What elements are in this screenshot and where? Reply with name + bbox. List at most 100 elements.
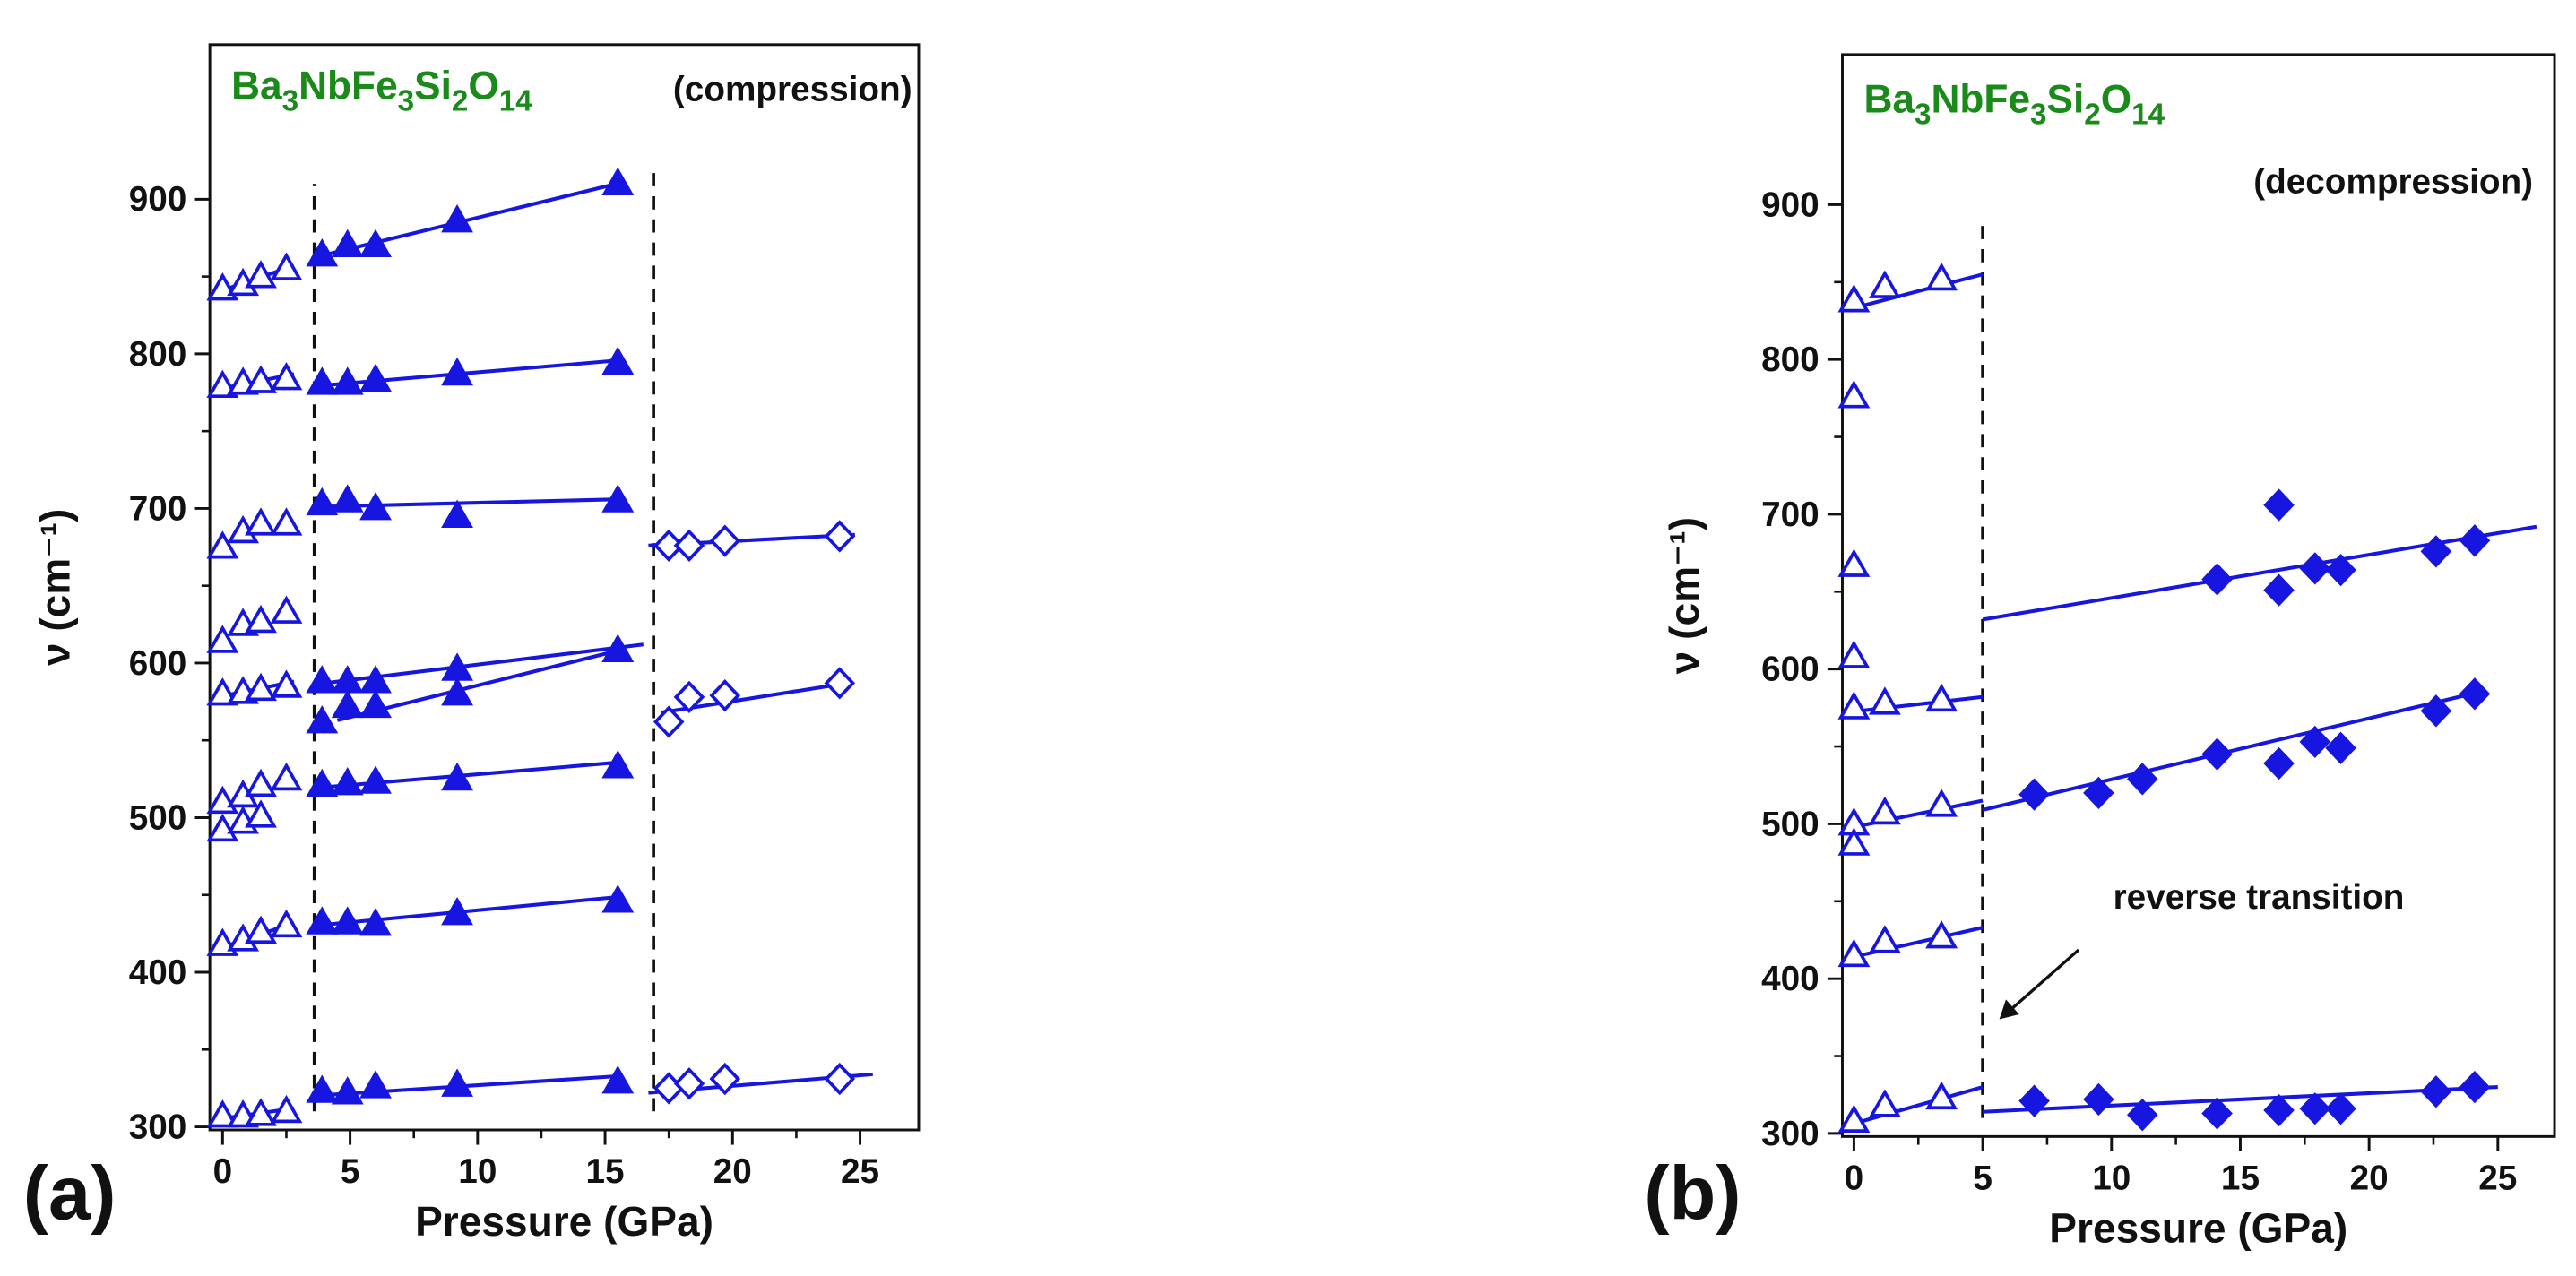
panel: 0 5 10 15 20 25 300 400 500 600 700 800 900 Ba3NbFe3S… (23, 43, 921, 1245)
fit-line (1846, 798, 1984, 831)
y-tick-label: 700 (1761, 496, 1820, 534)
fit-line (311, 894, 624, 928)
triangle-marker (441, 204, 473, 233)
diamond-marker (2263, 573, 2295, 607)
triangle-marker (359, 228, 392, 258)
diamond-marker (653, 1072, 685, 1105)
plot-frame (1841, 53, 2556, 1138)
arrow-head (1999, 999, 2019, 1020)
diamond-marker (2459, 1070, 2491, 1104)
triangle-marker (601, 167, 635, 196)
panel-label: (b) (1644, 1151, 1741, 1236)
annotation-arrow (2008, 948, 2080, 1013)
triangle-marker (306, 487, 339, 516)
triangle-marker (270, 252, 303, 280)
triangle-marker (206, 625, 239, 653)
x-tick-label: 10 (2092, 1159, 2131, 1197)
diamond-marker (709, 1062, 741, 1096)
y-tick-label: 900 (129, 180, 187, 219)
triangle-marker (270, 909, 303, 938)
triangle-marker (245, 768, 277, 798)
triangle-marker (270, 362, 303, 391)
x-tick-label: 0 (1845, 1159, 1864, 1197)
fit-line (1846, 694, 1984, 715)
diamond-marker (2459, 677, 2491, 711)
fit-line (311, 642, 644, 687)
fit-line (1982, 688, 2485, 812)
y-tick-label: 400 (129, 953, 187, 992)
triangle-marker (359, 665, 392, 694)
triangle-marker (1837, 691, 1871, 720)
diamond-marker (673, 680, 705, 714)
triangle-marker (1837, 827, 1871, 856)
triangle-marker (601, 1065, 635, 1094)
diamond-marker (2325, 731, 2356, 764)
triangle-marker (245, 365, 277, 393)
y-tick-label: 600 (129, 644, 187, 683)
triangle-marker (359, 689, 392, 719)
triangle-marker (306, 705, 339, 734)
fit-line (1983, 1085, 2498, 1114)
triangle-marker (601, 884, 635, 913)
triangle-marker (331, 906, 364, 935)
x-tick-label: 5 (1973, 1159, 1993, 1197)
triangle-marker (270, 762, 303, 791)
y-axis-label: ν (cm⁻¹) (1661, 517, 1707, 674)
triangle-marker (306, 906, 339, 935)
diamond-marker (2201, 737, 2233, 771)
triangle-marker (206, 530, 239, 559)
triangle-marker (601, 750, 635, 779)
fit-line (311, 497, 624, 509)
diamond-marker (2201, 563, 2233, 596)
triangle-marker (1925, 789, 1958, 817)
chart-subtitle: (decompression) (2253, 163, 2533, 202)
diamond-marker (2420, 694, 2452, 728)
x-tick-label: 25 (2478, 1159, 2517, 1197)
triangle-marker (270, 507, 303, 536)
diamond-marker (2325, 553, 2356, 587)
panel-label: (a) (23, 1151, 117, 1236)
x-tick-label: 5 (341, 1152, 360, 1191)
y-tick-label: 700 (129, 489, 187, 528)
triangle-marker (441, 357, 473, 386)
x-axis-label: Pressure (GPa) (2049, 1204, 2347, 1251)
triangle-marker (1868, 796, 1901, 825)
diamond-marker (709, 679, 741, 712)
triangle-marker (245, 672, 277, 702)
diamond-marker (2263, 746, 2295, 780)
triangle-marker (441, 1068, 473, 1097)
diamond-marker (2420, 1075, 2452, 1108)
diamond-marker (2299, 552, 2331, 585)
triangle-marker (306, 366, 339, 395)
chart-title: Ba3NbFe3Si2O14 (1863, 77, 2165, 131)
y-tick-label: 300 (129, 1108, 187, 1146)
fit-line (311, 180, 624, 260)
diamond-marker (824, 520, 856, 553)
diamond-marker (709, 524, 741, 557)
y-tick-label: 400 (1761, 960, 1820, 998)
y-axis-label: ν (cm⁻¹) (31, 509, 78, 666)
triangle-marker (441, 499, 473, 528)
diamond-marker (2083, 776, 2114, 810)
triangle-marker (1837, 640, 1871, 668)
panel: 0 5 10 15 20 25 300 400 500 600 700 800 900 Ba3NbFe3S… (1644, 53, 2556, 1251)
triangle-marker (1868, 1089, 1901, 1117)
triangle-marker (1925, 1081, 1958, 1110)
diamond-marker (824, 1062, 856, 1096)
triangle-marker (601, 484, 635, 513)
triangle-marker (441, 762, 473, 791)
triangle-marker (206, 1099, 239, 1128)
diamond-marker (824, 667, 856, 700)
triangle-marker (1868, 925, 1901, 953)
y-tick-label: 500 (1761, 805, 1820, 843)
diamond-marker (2263, 1093, 2295, 1127)
triangle-marker (245, 799, 277, 828)
x-tick-label: 0 (213, 1152, 233, 1191)
triangle-marker (1837, 548, 1871, 577)
chart-title: Ba3NbFe3Si2O14 (231, 65, 532, 118)
x-tick-label: 15 (586, 1152, 625, 1191)
diamond-marker (2420, 535, 2452, 568)
diamond-marker (2299, 725, 2331, 759)
triangle-marker (306, 768, 339, 798)
